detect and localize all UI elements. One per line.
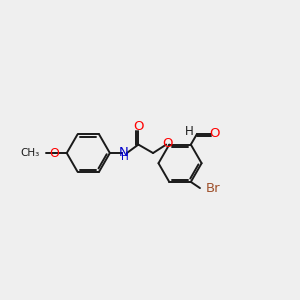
Text: CH₃: CH₃ bbox=[20, 148, 40, 158]
Text: O: O bbox=[50, 146, 59, 160]
Text: Br: Br bbox=[206, 182, 220, 195]
Text: O: O bbox=[163, 137, 173, 150]
Text: H: H bbox=[185, 125, 194, 138]
Text: O: O bbox=[133, 120, 144, 134]
Text: N: N bbox=[119, 146, 129, 159]
Text: O: O bbox=[209, 127, 220, 140]
Text: H: H bbox=[121, 152, 128, 162]
